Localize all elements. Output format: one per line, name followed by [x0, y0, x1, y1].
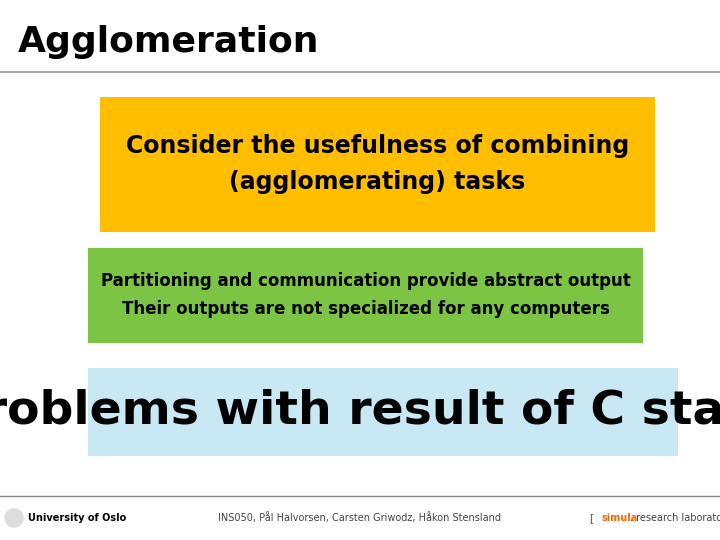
Bar: [88, 368, 678, 456]
Text: simula: simula: [602, 513, 638, 523]
Text: Consider the usefulness of combining: Consider the usefulness of combining: [126, 134, 629, 159]
Text: INS050, Pål Halvorsen, Carsten Griwodz, Håkon Stensland: INS050, Pål Halvorsen, Carsten Griwodz, …: [218, 512, 502, 523]
Bar: [88, 248, 643, 343]
Circle shape: [5, 509, 23, 527]
Text: University of Oslo: University of Oslo: [28, 513, 126, 523]
Text: (agglomerating) tasks: (agglomerating) tasks: [230, 171, 526, 194]
Text: Their outputs are not specialized for any computers: Their outputs are not specialized for an…: [122, 300, 609, 319]
Text: . research laboratory ]: . research laboratory ]: [630, 513, 720, 523]
Text: [: [: [590, 513, 597, 523]
Text: Problems with result of C stage?: Problems with result of C stage?: [0, 389, 720, 435]
Text: Partitioning and communication provide abstract output: Partitioning and communication provide a…: [101, 273, 631, 291]
Text: Agglomeration: Agglomeration: [18, 25, 320, 59]
Bar: [100, 97, 655, 232]
